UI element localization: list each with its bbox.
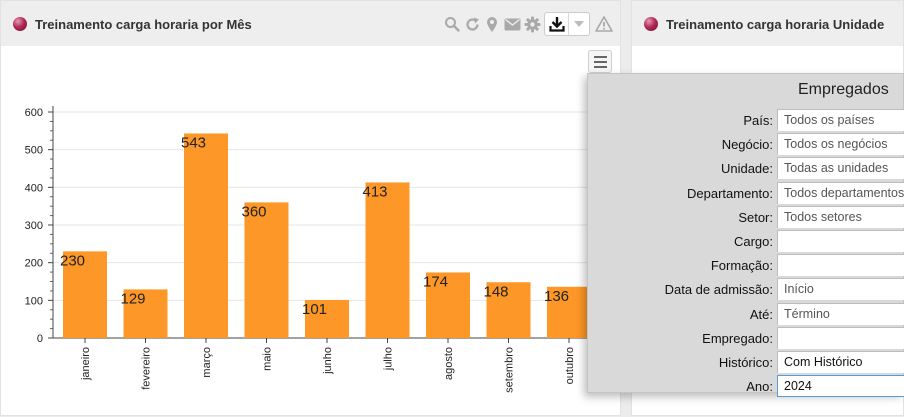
bar-julho[interactable] xyxy=(365,182,410,338)
panel-header: Treinamento carga horaria Unidade xyxy=(632,1,903,46)
filter-label: Negócio: xyxy=(721,137,773,153)
filter-row: Cargo: xyxy=(588,230,904,252)
filter-label: Unidade: xyxy=(720,161,773,177)
filter-input[interactable]: Término xyxy=(777,302,904,325)
filter-row: Histórico: Com Histórico xyxy=(588,351,904,373)
data-label: 148 xyxy=(484,283,509,300)
bar-maio[interactable] xyxy=(244,202,289,338)
filter-label: Cargo: xyxy=(733,234,773,249)
y-tick-label: 0 xyxy=(37,333,43,345)
filter-label: Histórico: xyxy=(718,355,773,370)
chart-menu-button[interactable] xyxy=(588,50,612,73)
filter-row: Setor: Todos setores xyxy=(588,205,904,228)
warning-icon[interactable] xyxy=(594,13,614,35)
filter-row: Unidade: Todas as unidades xyxy=(588,157,904,180)
location-pin-icon[interactable] xyxy=(482,13,502,35)
filter-row: País: Todos os países xyxy=(588,109,904,131)
data-label: 543 xyxy=(181,134,206,151)
mail-icon[interactable] xyxy=(502,13,522,35)
menu-icon-line xyxy=(593,55,607,58)
x-tick-label: setembro xyxy=(504,347,516,393)
filter-input[interactable]: Com Histórico xyxy=(777,351,904,373)
chevron-down-icon[interactable] xyxy=(569,13,589,35)
filter-input[interactable]: Todos os negócios xyxy=(777,133,904,156)
x-tick-label: agosto xyxy=(443,347,455,380)
panel-toolbar xyxy=(442,11,614,37)
x-tick-label: março xyxy=(201,347,213,378)
bar-outubro[interactable] xyxy=(547,286,591,338)
filter-input[interactable]: 2024 xyxy=(777,375,904,398)
search-icon[interactable] xyxy=(442,13,462,35)
bar-setembro[interactable] xyxy=(486,282,531,338)
refresh-icon[interactable] xyxy=(462,13,482,35)
data-label: 101 xyxy=(302,301,327,318)
filter-input[interactable]: Início xyxy=(777,278,904,301)
menu-icon-line xyxy=(593,65,607,68)
filter-label: Departamento: xyxy=(687,185,773,201)
panel-status-icon xyxy=(644,17,658,31)
filter-row: Negócio: Todos os negócios xyxy=(588,133,904,156)
filter-label: Formação: xyxy=(710,258,773,274)
data-label: 413 xyxy=(363,183,388,200)
bar-chart: 0 100 200 300 400 500 600 230 janeiro 129 fevereir… xyxy=(25,106,621,393)
y-tick-label: 400 xyxy=(25,182,43,194)
data-label: 230 xyxy=(60,252,85,269)
panel-title: Treinamento carga horaria Unidade xyxy=(666,17,885,32)
filter-label: Até: xyxy=(749,306,773,322)
filter-row: Ano: 2024 xyxy=(588,375,904,398)
x-tick-label: junho xyxy=(322,347,334,375)
data-label: 129 xyxy=(121,290,146,307)
bar-março[interactable] xyxy=(184,133,228,338)
bar-fevereiro[interactable] xyxy=(123,289,168,338)
data-label: 174 xyxy=(423,273,448,290)
filter-row: Até: Término xyxy=(588,302,904,325)
chart-panel-by-month: Treinamento carga horaria por Mês xyxy=(0,0,621,416)
x-tick-label: maio xyxy=(262,347,274,371)
filter-label: Ano: xyxy=(746,379,773,395)
filter-title: Empregados xyxy=(798,81,889,98)
gear-icon[interactable] xyxy=(522,13,542,35)
download-icon[interactable] xyxy=(545,13,569,35)
x-tick-label: outubro xyxy=(564,347,576,384)
filter-row: Empregado: xyxy=(588,326,904,349)
filter-row: Data de admissão: Início xyxy=(588,278,904,301)
x-tick-label: fevereiro xyxy=(141,347,153,390)
filter-input[interactable] xyxy=(777,326,904,349)
y-tick-label: 600 xyxy=(25,107,43,119)
y-tick-label: 200 xyxy=(25,258,43,270)
filter-input[interactable]: Todas as unidades xyxy=(777,157,904,180)
filter-label: Empregado: xyxy=(702,330,773,346)
x-tick-label: janeiro xyxy=(80,347,92,381)
employee-filter-popup: Empregados País: Todos os países Negócio: T… xyxy=(587,73,904,398)
filter-input[interactable] xyxy=(777,254,904,277)
filter-input[interactable]: Todos departamentos xyxy=(777,181,904,204)
menu-icon-line xyxy=(593,60,607,63)
filter-label: Setor: xyxy=(738,209,773,225)
filter-row: Formação: xyxy=(588,254,904,277)
data-label: 136 xyxy=(544,288,569,305)
y-tick-label: 500 xyxy=(25,145,43,157)
filter-input[interactable]: Todos os países xyxy=(777,109,904,131)
bar-janeiro[interactable] xyxy=(63,251,107,338)
x-tick-label: julho xyxy=(383,347,395,371)
panel-status-icon xyxy=(13,17,27,31)
filter-input[interactable]: Todos setores xyxy=(777,205,904,228)
y-tick-label: 100 xyxy=(25,295,43,307)
filter-input[interactable] xyxy=(777,230,904,252)
data-label: 360 xyxy=(242,203,267,220)
y-tick-label: 300 xyxy=(25,220,43,232)
panel-title: Treinamento carga horaria por Mês xyxy=(35,17,252,32)
bar-agosto[interactable] xyxy=(426,272,470,338)
bar-junho[interactable] xyxy=(305,299,349,338)
filter-row: Departamento: Todos departamentos xyxy=(588,181,904,204)
download-button-group xyxy=(544,12,590,36)
filter-label: País: xyxy=(743,113,773,128)
panel-header: Treinamento carga horaria por Mês xyxy=(1,1,620,46)
filter-label: Data de admissão: xyxy=(664,282,773,298)
